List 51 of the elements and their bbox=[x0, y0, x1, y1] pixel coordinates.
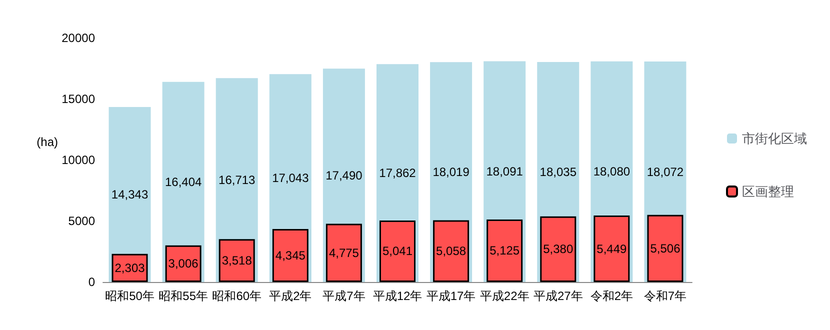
bar bbox=[540, 216, 576, 282]
data-label: 18,091 bbox=[486, 164, 524, 179]
x-tick-label: 平成12年 bbox=[372, 289, 422, 303]
bar bbox=[594, 216, 630, 282]
y-tick-label: 15000 bbox=[62, 92, 96, 106]
data-label: 16,404 bbox=[164, 174, 202, 189]
y-tick-label: 20000 bbox=[62, 31, 96, 45]
data-label: 5,041 bbox=[382, 244, 413, 258]
bar bbox=[326, 224, 362, 282]
x-tick-label: 令和7年 bbox=[644, 289, 687, 303]
x-tick-label: 昭和60年 bbox=[212, 289, 262, 303]
x-tick-label: 平成7年 bbox=[322, 289, 366, 303]
x-tick-label: 平成27年 bbox=[533, 289, 583, 303]
data-label: 16,713 bbox=[218, 173, 256, 188]
data-label: 5,380 bbox=[543, 242, 574, 256]
data-label: 18,072 bbox=[646, 164, 684, 179]
data-label: 5,449 bbox=[596, 242, 628, 256]
data-label: 17,490 bbox=[326, 168, 363, 182]
bar bbox=[486, 219, 523, 282]
data-label: 3,006 bbox=[168, 256, 199, 271]
data-label: 5,506 bbox=[650, 241, 681, 256]
y-tick-label: 0 bbox=[88, 275, 96, 289]
legend-label: 市街化区域 bbox=[742, 131, 807, 146]
data-label: 18,080 bbox=[593, 164, 630, 179]
y-axis-title: (ha) bbox=[36, 135, 58, 149]
legend-label: 区画整理 bbox=[742, 184, 794, 199]
x-tick-label: 平成17年 bbox=[426, 289, 476, 303]
data-label: 18,035 bbox=[540, 164, 577, 179]
bar bbox=[272, 228, 308, 282]
x-tick-label: 昭和55年 bbox=[158, 289, 208, 303]
data-label: 17,043 bbox=[272, 171, 310, 186]
data-label: 14,343 bbox=[111, 188, 148, 202]
bar bbox=[380, 220, 416, 282]
data-label: 4,775 bbox=[328, 246, 360, 260]
data-label: 3,518 bbox=[222, 254, 252, 268]
data-label: 5,125 bbox=[490, 244, 520, 258]
data-label: 2,303 bbox=[114, 260, 146, 275]
x-tick-label: 令和2年 bbox=[590, 289, 634, 303]
bar bbox=[433, 220, 470, 282]
bar bbox=[165, 245, 202, 282]
x-tick-label: 平成2年 bbox=[269, 289, 312, 303]
bar bbox=[218, 239, 255, 282]
data-label: 18,019 bbox=[432, 165, 470, 180]
data-label: 17,862 bbox=[379, 166, 416, 180]
x-tick-label: 平成22年 bbox=[480, 289, 530, 303]
x-tick-label: 昭和50年 bbox=[105, 289, 154, 303]
data-label: 4,345 bbox=[275, 248, 306, 262]
y-tick-label: 5000 bbox=[68, 214, 96, 228]
data-label: 5,058 bbox=[436, 244, 466, 258]
y-tick-label: 10000 bbox=[62, 153, 96, 167]
bar bbox=[647, 214, 684, 282]
